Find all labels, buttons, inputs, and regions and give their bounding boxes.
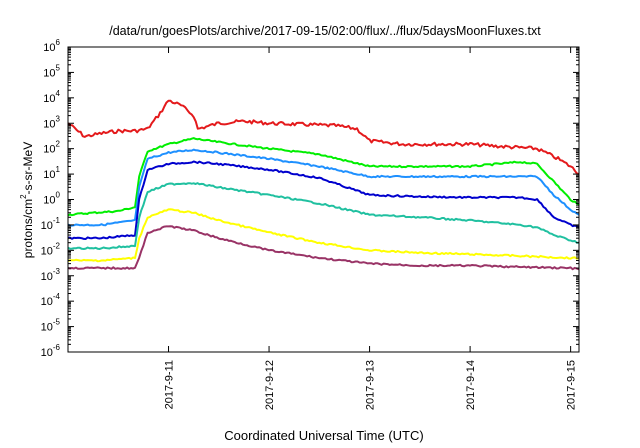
y-tick-label: 101 (43, 165, 60, 181)
series-line-0 (67, 99, 580, 176)
series-line-6 (67, 225, 580, 271)
x-axis-label: Coordinated Universal Time (UTC) (224, 428, 423, 443)
series-layer (67, 99, 580, 271)
y-tick-label: 10-2 (41, 241, 61, 257)
x-tick-label: 2017-9-13 (365, 360, 377, 410)
series-line-5 (67, 208, 580, 263)
y-tick-label: 100 (43, 191, 60, 207)
series-line-1 (67, 137, 580, 217)
plot-frame (67, 46, 580, 353)
y-tick-label: 10-3 (41, 267, 61, 283)
series-line-4 (67, 182, 580, 250)
series-line-2 (67, 148, 580, 227)
y-tick-label: 105 (43, 63, 60, 79)
y-tick-label: 103 (43, 114, 60, 130)
ticks-layer: 106 105 104 103 102 101 100 10-1 10-2 10-3 10-4 10-… (41, 38, 579, 410)
x-tick-label: 2017-9-14 (465, 360, 477, 410)
y-tick-label: 10-1 (41, 216, 61, 232)
y-axis-label: protons/cm2-s-sr-MeV (19, 142, 35, 258)
chart-title: /data/run/goesPlots/archive/2017-09-15/0… (109, 24, 541, 38)
y-axis-label-unit: protons/cm (21, 199, 35, 258)
y-axis-label-exponent: 2 (19, 194, 28, 199)
y-tick-label: 104 (43, 89, 60, 105)
series-line-3 (67, 160, 580, 240)
y-axis-label-rest: -s-sr-MeV (21, 142, 35, 195)
x-tick-label: 2017-9-15 (566, 360, 578, 410)
y-tick-label: 10-4 (41, 292, 61, 308)
x-tick-label: 2017-9-11 (164, 360, 176, 409)
y-tick-label: 10-6 (41, 343, 61, 359)
y-tick-label: 10-5 (41, 318, 61, 334)
y-tick-label: 102 (43, 140, 60, 156)
y-tick-label: 106 (43, 38, 60, 54)
x-tick-label: 2017-9-12 (264, 360, 276, 410)
